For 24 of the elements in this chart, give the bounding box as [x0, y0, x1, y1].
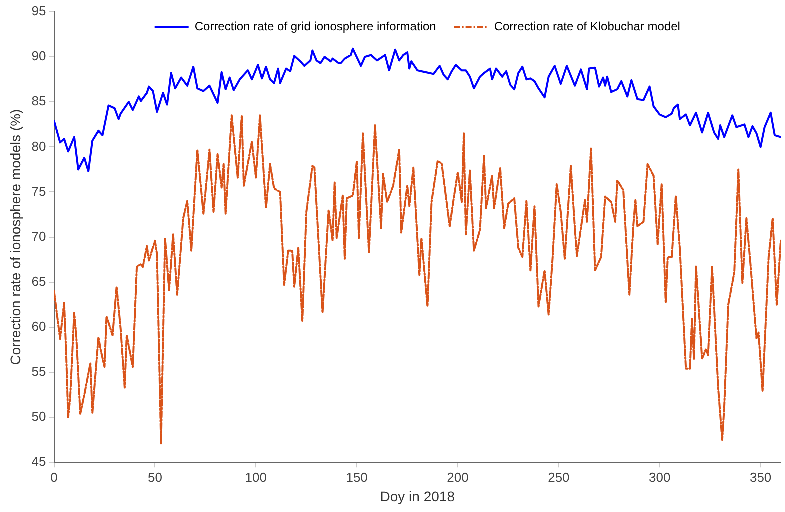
- y-tick-label: 75: [32, 184, 46, 199]
- y-tick-label: 60: [32, 319, 46, 334]
- y-tick-label: 90: [32, 48, 46, 64]
- x-tick-label: 50: [148, 470, 162, 485]
- y-tick-label: 95: [32, 4, 46, 19]
- x-tick-label: 300: [649, 470, 671, 485]
- legend-label: Correction rate of Klobuchar model: [494, 19, 680, 34]
- y-tick-label: 65: [32, 274, 46, 289]
- x-tick-label: 100: [245, 470, 267, 485]
- x-tick-label: 350: [750, 470, 772, 485]
- y-tick-label: 70: [32, 228, 46, 244]
- y-tick-label: 85: [32, 94, 46, 109]
- y-axis-title: Correction rate of ionosphere models (%): [7, 109, 24, 366]
- x-tick-label: 200: [447, 470, 469, 485]
- y-tick-label: 45: [32, 454, 46, 470]
- x-axis-title: Doy in 2018: [380, 488, 456, 504]
- x-tick-label: 150: [346, 470, 368, 485]
- x-tick-label: 250: [548, 470, 570, 485]
- legend-label: Correction rate of grid ionosphere information: [194, 19, 436, 34]
- y-tick-label: 50: [32, 409, 46, 424]
- x-tick-label: 0: [50, 470, 58, 485]
- line-series: [54, 114, 781, 445]
- y-tick-label: 80: [32, 138, 46, 154]
- y-tick-label: 55: [32, 364, 46, 380]
